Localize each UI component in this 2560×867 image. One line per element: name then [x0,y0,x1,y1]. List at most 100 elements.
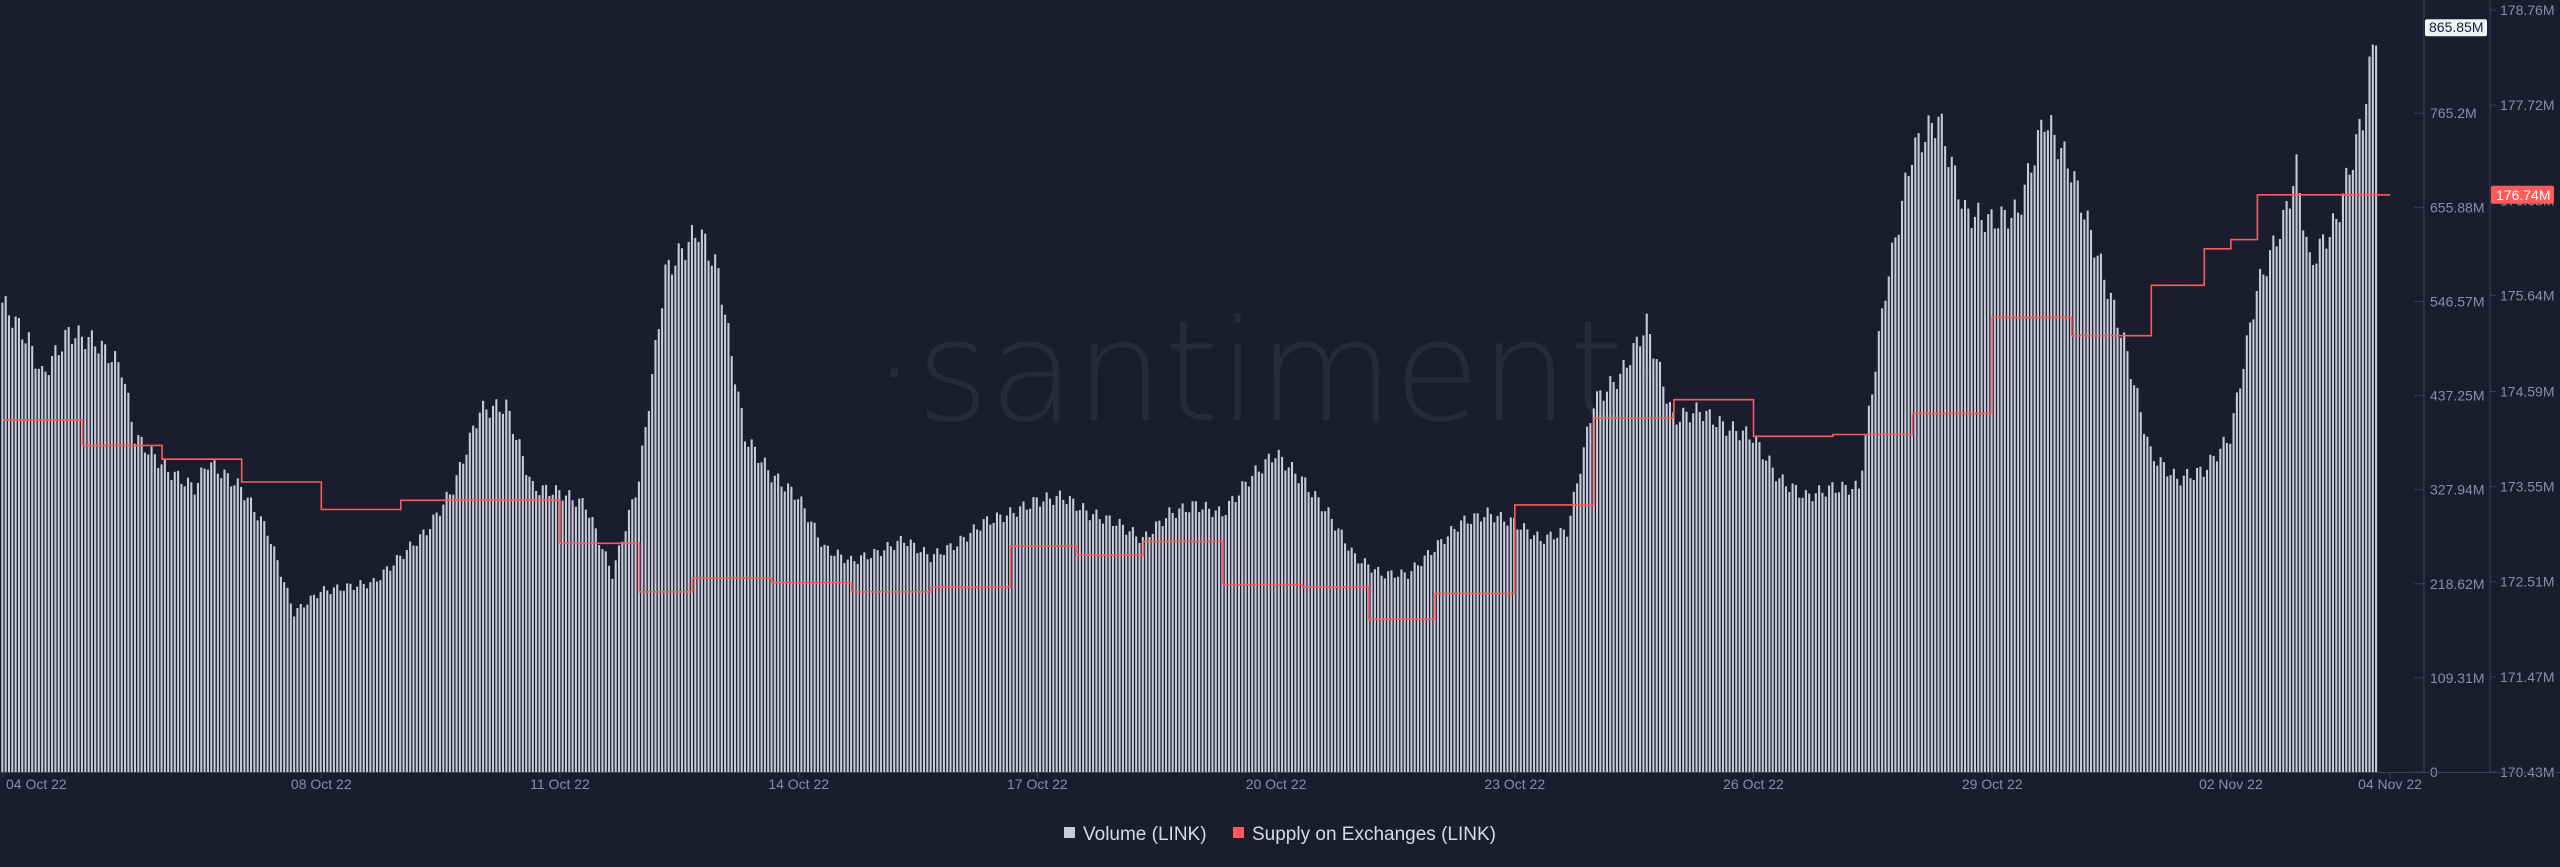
volume-bar [2268,250,2272,773]
volume-bar [1068,496,1071,772]
volume-bar [2196,467,2199,772]
volume-bar [627,509,630,772]
volume-bar [664,264,667,772]
volume-bar [70,343,74,772]
volume-bar [488,417,491,772]
volume-bar [425,535,428,772]
volume-bar [1436,540,1439,772]
volume-bar [419,534,422,772]
time-axis-label: 08 Oct 22 [291,776,352,792]
volume-bar [1894,237,1897,773]
volume-bar [2341,193,2344,772]
volume-bar [259,516,262,772]
volume-bar [1569,515,1572,772]
volume-bar [1456,531,1459,772]
volume-bar [1138,542,1141,772]
volume-bar [1947,167,1950,773]
volume-bar [1194,501,1197,772]
volume-bar [1516,529,1519,772]
volume-bar [2219,448,2222,772]
volume-bar [969,532,972,772]
volume-bar [1261,473,1264,772]
volume-bar [2179,485,2182,772]
volume-bar [462,463,465,772]
volume-bar [57,355,60,772]
volume-bar [1705,410,1708,772]
volume-bar [160,464,163,772]
volume-bar [2249,322,2252,772]
volume-bar [1715,427,1718,772]
volume-bar [1944,146,1947,772]
volume-last-value: 865.85M [2429,19,2483,35]
volume-bar [1397,576,1400,772]
volume-bar [2252,319,2255,772]
volume-bar [196,483,199,772]
volume-bar [1881,308,1884,772]
volume-bar [946,545,949,772]
volume-bar [883,550,886,772]
time-axis: 04 Oct 22 08 Oct 22 11 Oct 22 14 Oct 22 17 O… [0,772,2560,792]
volume-bar [608,565,611,772]
volume-bar [2361,130,2364,772]
volume-bar [412,545,415,772]
volume-bar [1668,402,1671,772]
volume-bar [2232,413,2235,772]
volume-bar [263,521,266,772]
volume-bar [886,542,889,772]
volume-axis-label: 327.94M [2430,482,2484,498]
volume-axis: 0109.31M218.62M327.94M437.25M546.57M655.… [2414,0,2487,780]
volume-bar [979,530,982,772]
volume-bar [2182,475,2185,772]
volume-bar [177,470,180,772]
volume-bar [1247,486,1250,772]
volume-bar [143,452,146,772]
volume-bar [531,480,534,772]
volume-bar [710,265,713,772]
volume-bar [916,553,919,772]
volume-bar [2272,235,2275,772]
volume-bar [316,598,319,772]
supply-axis-label: 171.47M [2500,669,2554,685]
volume-bar [167,471,170,772]
volume-bar [548,496,551,772]
volume-bar [601,549,604,772]
volume-bar [1536,531,1539,772]
volume-bar [1370,572,1373,772]
volume-bar [621,541,624,772]
volume-bar [743,441,747,772]
volume-bar [2212,456,2215,772]
volume-bar [1828,485,1831,772]
volume-bar [1304,477,1307,772]
volume-bar [558,490,561,772]
volume-bar [1821,492,1824,772]
volume-bar [1771,467,1774,772]
volume-bar [578,498,581,772]
volume-bar [1413,562,1416,772]
volume-bar [2305,236,2308,772]
volume-bar [1728,430,1731,772]
volume-axis-label: 546.57M [2430,293,2484,309]
volume-bar [1314,491,1317,772]
volume-bar [2215,461,2219,772]
volume-bar [674,265,677,772]
volume-bar [1141,536,1144,772]
volume-bar [382,569,385,772]
volume-bar [1678,421,1681,772]
volume-bar [293,616,296,772]
volume-bar [1307,492,1310,772]
volume-bar [1907,176,1910,773]
volume-bar [133,443,137,772]
volume-bar [2020,214,2023,772]
volume-bar [1977,202,1980,772]
volume-bar [511,434,514,772]
volume-bar [783,491,786,772]
volume-bar [657,329,660,772]
volume-bar [1758,442,1761,772]
volume-bar [1937,116,1940,772]
volume-bar [2146,436,2149,772]
volume-bar [1078,509,1081,772]
volume-bar [329,594,332,772]
volume-bar [2139,412,2142,772]
volume-bar [203,468,206,772]
volume-bar [694,237,697,773]
